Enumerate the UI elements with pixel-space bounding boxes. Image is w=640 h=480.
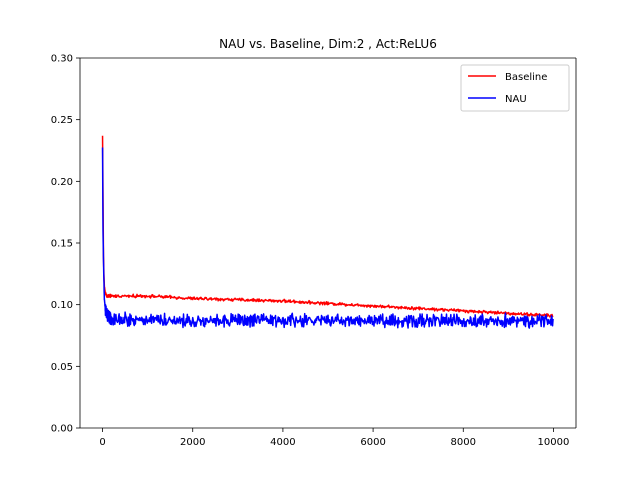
y-tick-label: 0.00 [51, 424, 73, 435]
x-tick-label: 0 [99, 437, 105, 448]
y-tick-label: 0.25 [51, 115, 73, 126]
x-tick-label: 8000 [451, 437, 476, 448]
series-line-baseline [101, 135, 554, 318]
axes-layer: 0 2000 4000 6000 8000 10000 0.00 0.05 0.10 0.15 0.… [51, 54, 577, 448]
x-tick-label: 4000 [270, 437, 295, 448]
y-tick-label: 0.30 [51, 54, 73, 65]
x-tick-label: 6000 [360, 437, 385, 448]
y-tick-label: 0.20 [51, 177, 73, 188]
y-tick-label: 0.10 [51, 300, 73, 311]
series-layer [101, 135, 554, 329]
series-line-nau [101, 147, 554, 329]
x-tick-label: 10000 [538, 437, 570, 448]
y-tick-label: 0.15 [51, 239, 73, 250]
chart-title: NAU vs. Baseline, Dim:2 , Act:ReLU6 [219, 37, 437, 51]
legend-label-baseline: Baseline [505, 72, 547, 83]
legend: Baseline NAU [460, 64, 570, 112]
x-tick-label: 2000 [180, 437, 205, 448]
legend-label-nau: NAU [505, 94, 527, 105]
y-tick-label: 0.05 [51, 362, 73, 373]
